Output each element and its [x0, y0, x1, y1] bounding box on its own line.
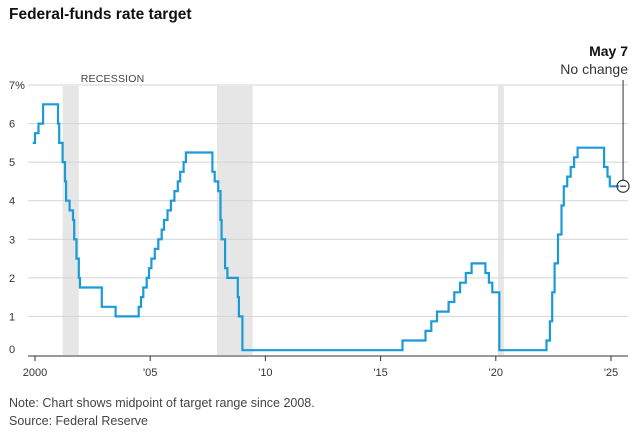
y-tick-label: 3	[9, 234, 15, 246]
x-tick-label: 2000	[23, 367, 47, 379]
recession-bands: RECESSION	[62, 73, 504, 355]
rate-line	[32, 103, 620, 352]
x-tick-label: '15	[373, 367, 387, 379]
recession-band	[217, 86, 253, 355]
series-layer	[32, 103, 620, 352]
y-tick-label: 1	[9, 311, 15, 323]
y-tick-label: 5	[9, 157, 15, 169]
annotation-subtitle: No change	[560, 61, 628, 77]
y-tick-label: 7%	[9, 80, 25, 92]
recession-band	[62, 86, 79, 355]
recession-label: RECESSION	[81, 73, 145, 85]
y-tick-label: 4	[9, 196, 15, 208]
annotation: May 7 No change	[560, 43, 630, 193]
recession-band	[498, 86, 504, 355]
chart-note: Note: Chart shows midpoint of target ran…	[9, 396, 315, 410]
chart-source: Source: Federal Reserve	[9, 414, 148, 428]
y-tick-label: 6	[9, 119, 15, 131]
y-tick-label: 2	[9, 273, 15, 285]
chart-title: Federal-funds rate target	[9, 6, 192, 23]
x-tick-label: '25	[604, 367, 618, 379]
y-tick-label: 0	[9, 344, 15, 356]
x-tick-label: '05	[143, 367, 157, 379]
annotation-title: May 7	[589, 43, 628, 59]
x-tick-label: '20	[489, 367, 503, 379]
gridlines	[28, 84, 628, 317]
x-tick-label: '10	[258, 367, 272, 379]
annotation-marker	[616, 179, 630, 193]
axes: 0 1 2 3 4 5 6 7% 2000 '05 '10 '15 '20 '25	[9, 80, 628, 379]
